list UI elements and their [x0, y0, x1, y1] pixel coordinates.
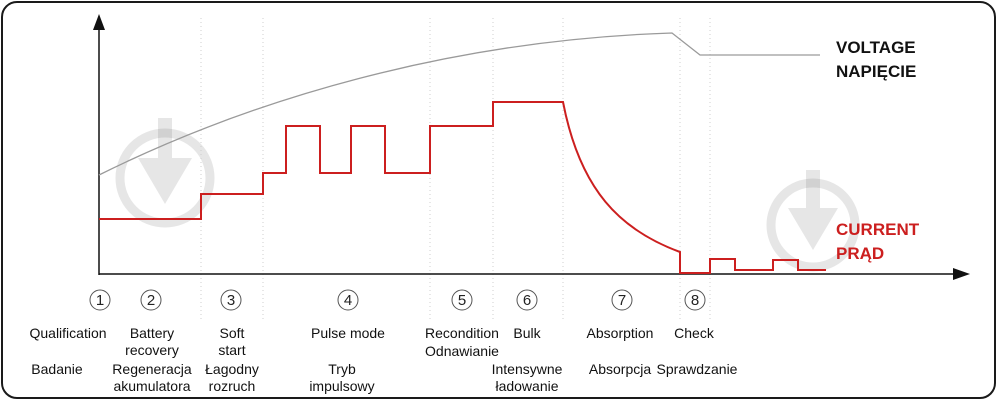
stage-label-en: Check — [674, 325, 714, 341]
stage-number: 8 — [691, 292, 699, 309]
stage-label-pl: Sprawdzanie — [656, 361, 738, 377]
stage-label-en: Battery recovery — [125, 325, 179, 358]
stage-label-pl: Absorpcja — [588, 361, 652, 377]
current-curve — [99, 101, 826, 274]
stage-number: 6 — [523, 292, 531, 309]
stage-number: 4 — [344, 292, 352, 309]
stage-marker — [337, 289, 359, 311]
stage-marker — [684, 289, 706, 311]
stage-label-en: Qualification — [29, 325, 107, 341]
stage-marker — [451, 289, 473, 311]
download-circle-icon — [115, 128, 215, 228]
stage-label-pl: Odnawianie — [425, 343, 499, 359]
stage-marker — [220, 289, 242, 311]
stage-label-pl: Łagodny rozruch — [205, 361, 259, 394]
stage-number: 5 — [458, 292, 466, 309]
stage-label-en: Recondition — [425, 325, 499, 341]
current-label-pl: PRĄD — [836, 244, 885, 263]
stage-number: 3 — [227, 292, 235, 309]
current-legend: CURRENT PRĄD — [836, 218, 919, 266]
download-circle-icon — [766, 178, 860, 272]
stage-label-en: Absorption — [586, 325, 654, 341]
x-axis-arrow-icon — [953, 268, 970, 280]
stage-marker — [140, 289, 162, 311]
stage-label-en: Bulk — [513, 325, 541, 341]
stage-number: 2 — [147, 292, 155, 309]
download-arrow-icon — [138, 118, 192, 204]
voltage-curve — [98, 32, 820, 176]
stage-label-pl: Regeneracja akumulatora — [112, 361, 192, 394]
stage-marker — [89, 289, 111, 311]
stage-marker — [516, 289, 538, 311]
stage-number: 1 — [96, 292, 104, 309]
stage-label-pl: Intensywne ładowanie — [491, 361, 563, 394]
stage-markers — [89, 289, 706, 311]
stage-label-en: Soft start — [218, 325, 246, 358]
voltage-legend: VOLTAGE NAPIĘCIE — [836, 36, 916, 84]
stage-label-pl: Badanie — [31, 361, 83, 377]
voltage-label-pl: NAPIĘCIE — [836, 62, 917, 81]
stage-label-pl: Tryb impulsowy — [309, 361, 375, 394]
y-axis-arrow-icon — [93, 14, 105, 30]
download-arrow-icon — [788, 170, 838, 250]
current-label-en: CURRENT — [836, 220, 920, 239]
stage-marker — [611, 289, 633, 311]
stage-number: 7 — [618, 292, 626, 309]
voltage-label-en: VOLTAGE — [836, 38, 916, 57]
stage-label-en: Pulse mode — [311, 325, 385, 341]
